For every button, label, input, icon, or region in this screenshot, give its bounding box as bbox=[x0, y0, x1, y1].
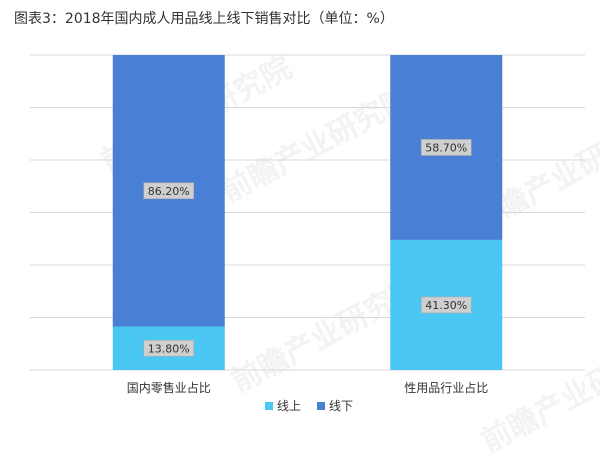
data-label: 13.80% bbox=[148, 342, 190, 355]
legend: 线上 线下 bbox=[265, 399, 353, 413]
data-label: 86.20% bbox=[148, 185, 190, 198]
legend-label: 线上 bbox=[277, 399, 301, 413]
bars bbox=[112, 55, 503, 370]
data-labels: 13.80% 86.20% 41.30% 58.70% bbox=[143, 139, 472, 357]
data-label-box bbox=[143, 182, 195, 200]
x-axis-label: 国内零售业占比 bbox=[127, 380, 211, 395]
legend-swatch bbox=[317, 402, 325, 410]
data-label: 58.70% bbox=[425, 141, 467, 154]
data-label-box bbox=[420, 139, 472, 156]
data-label: 41.30% bbox=[425, 299, 467, 312]
data-label-box bbox=[143, 339, 195, 357]
legend-swatch bbox=[265, 402, 273, 410]
x-axis-labels: 国内零售业占比 性用品行业占比 bbox=[127, 380, 489, 395]
legend-label: 线下 bbox=[329, 399, 353, 413]
data-label-box bbox=[420, 296, 472, 314]
chart-title: 图表3：2018年国内成人用品线上线下销售对比（单位：%） bbox=[14, 11, 394, 27]
stacked-bar-chart: 13.80%86.20%41.30%58.70% 国内零售业占比 性用品行业占比 … bbox=[30, 54, 585, 413]
x-axis-label: 性用品行业占比 bbox=[404, 380, 488, 395]
